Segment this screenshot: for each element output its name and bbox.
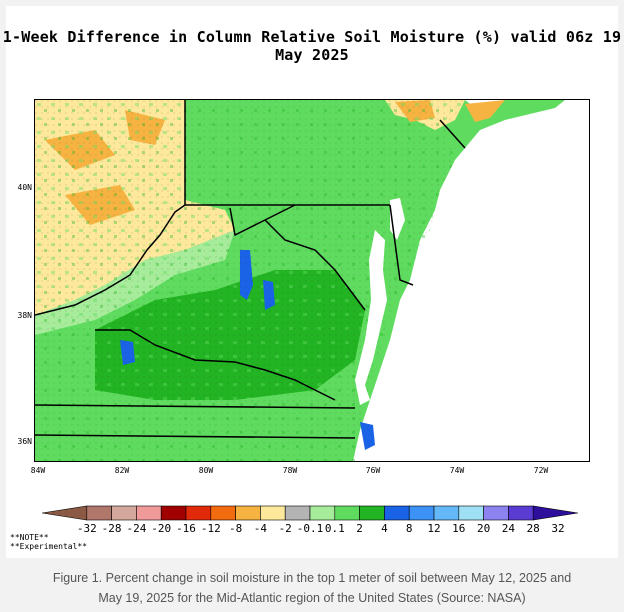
figure-caption: Figure 1. Percent change in soil moistur… (0, 568, 624, 608)
lon-tick-label: 82W (114, 466, 130, 475)
color-scale-tick-label: -32 (76, 522, 97, 535)
lon-tick-label: 76W (365, 466, 381, 475)
lat-tick-label: 38N (17, 311, 32, 320)
color-bin (532, 505, 579, 521)
note-label: **NOTE** (10, 533, 49, 542)
color-scale-tick-label: 4 (381, 522, 388, 535)
color-scale-tick-label: 2 (356, 522, 363, 535)
color-bin (235, 505, 261, 521)
color-bin (483, 505, 509, 521)
map-canvas (35, 100, 589, 461)
color-scale-tick-label: -2 (278, 522, 292, 535)
color-bin (160, 505, 187, 521)
color-bin (408, 505, 435, 521)
color-scale-tick-label: 0.1 (324, 522, 345, 535)
lon-tick-label: 84W (30, 466, 46, 475)
color-scale-tick-label: 16 (452, 522, 466, 535)
color-scale-tick-label: -16 (176, 522, 196, 535)
color-bin (185, 505, 212, 521)
color-scale-tick-label: -0.1 (296, 522, 324, 535)
color-bin (334, 505, 360, 521)
color-bin (210, 505, 236, 521)
color-scale-bar (41, 505, 579, 521)
color-bin (41, 505, 88, 521)
lat-tick-label: 40N (17, 183, 32, 192)
color-scale-tick-label: 24 (501, 522, 516, 535)
color-scale-labels: -32 -28 -24 -20 -16 -12 -8 -4 -2 -0.1 0.1 2 4 8 12 16 20… (0, 522, 624, 536)
color-scale-tick-label: 12 (427, 522, 441, 535)
map-title: 1-Week Difference in Column Relative Soi… (2, 28, 622, 64)
color-bin (260, 505, 286, 521)
state-boundaries (35, 100, 466, 439)
color-scale-tick-label: 32 (551, 522, 565, 535)
color-bin (508, 505, 534, 521)
color-bin (384, 505, 410, 521)
color-scale-tick-label: -24 (126, 522, 147, 535)
caption-line-2: May 19, 2025 for the Mid-Atlantic region… (98, 591, 526, 605)
caption-line-1: Figure 1. Percent change in soil moistur… (52, 571, 572, 585)
color-scale-tick-label: 8 (405, 522, 413, 535)
color-scale-tick-label: 20 (476, 522, 491, 535)
lon-tick-label: 72W (533, 466, 549, 475)
lat-tick-label: 36N (17, 437, 32, 446)
lon-tick-label: 78W (282, 466, 298, 475)
soil-moisture-map (34, 99, 590, 462)
color-scale-tick-label: -4 (253, 522, 268, 535)
color-bin (309, 505, 336, 521)
color-bin (433, 505, 460, 521)
lon-tick-label: 80W (198, 466, 214, 475)
chesapeake-bay (355, 230, 387, 405)
color-scale-tick-label: -8 (228, 522, 243, 535)
color-bin (284, 505, 311, 521)
color-bin (359, 505, 385, 521)
color-scale-tick-label: -28 (101, 522, 122, 535)
color-bin (458, 505, 484, 521)
color-scale-tick-label: -12 (200, 522, 221, 535)
color-scale-tick-label: -20 (151, 522, 172, 535)
color-bin (111, 505, 137, 521)
lon-tick-label: 74W (449, 466, 465, 475)
color-bin (136, 505, 162, 521)
experimental-label: **Experimental** (10, 542, 88, 551)
color-scale-tick-label: 28 (526, 522, 540, 535)
color-bin (86, 505, 112, 521)
